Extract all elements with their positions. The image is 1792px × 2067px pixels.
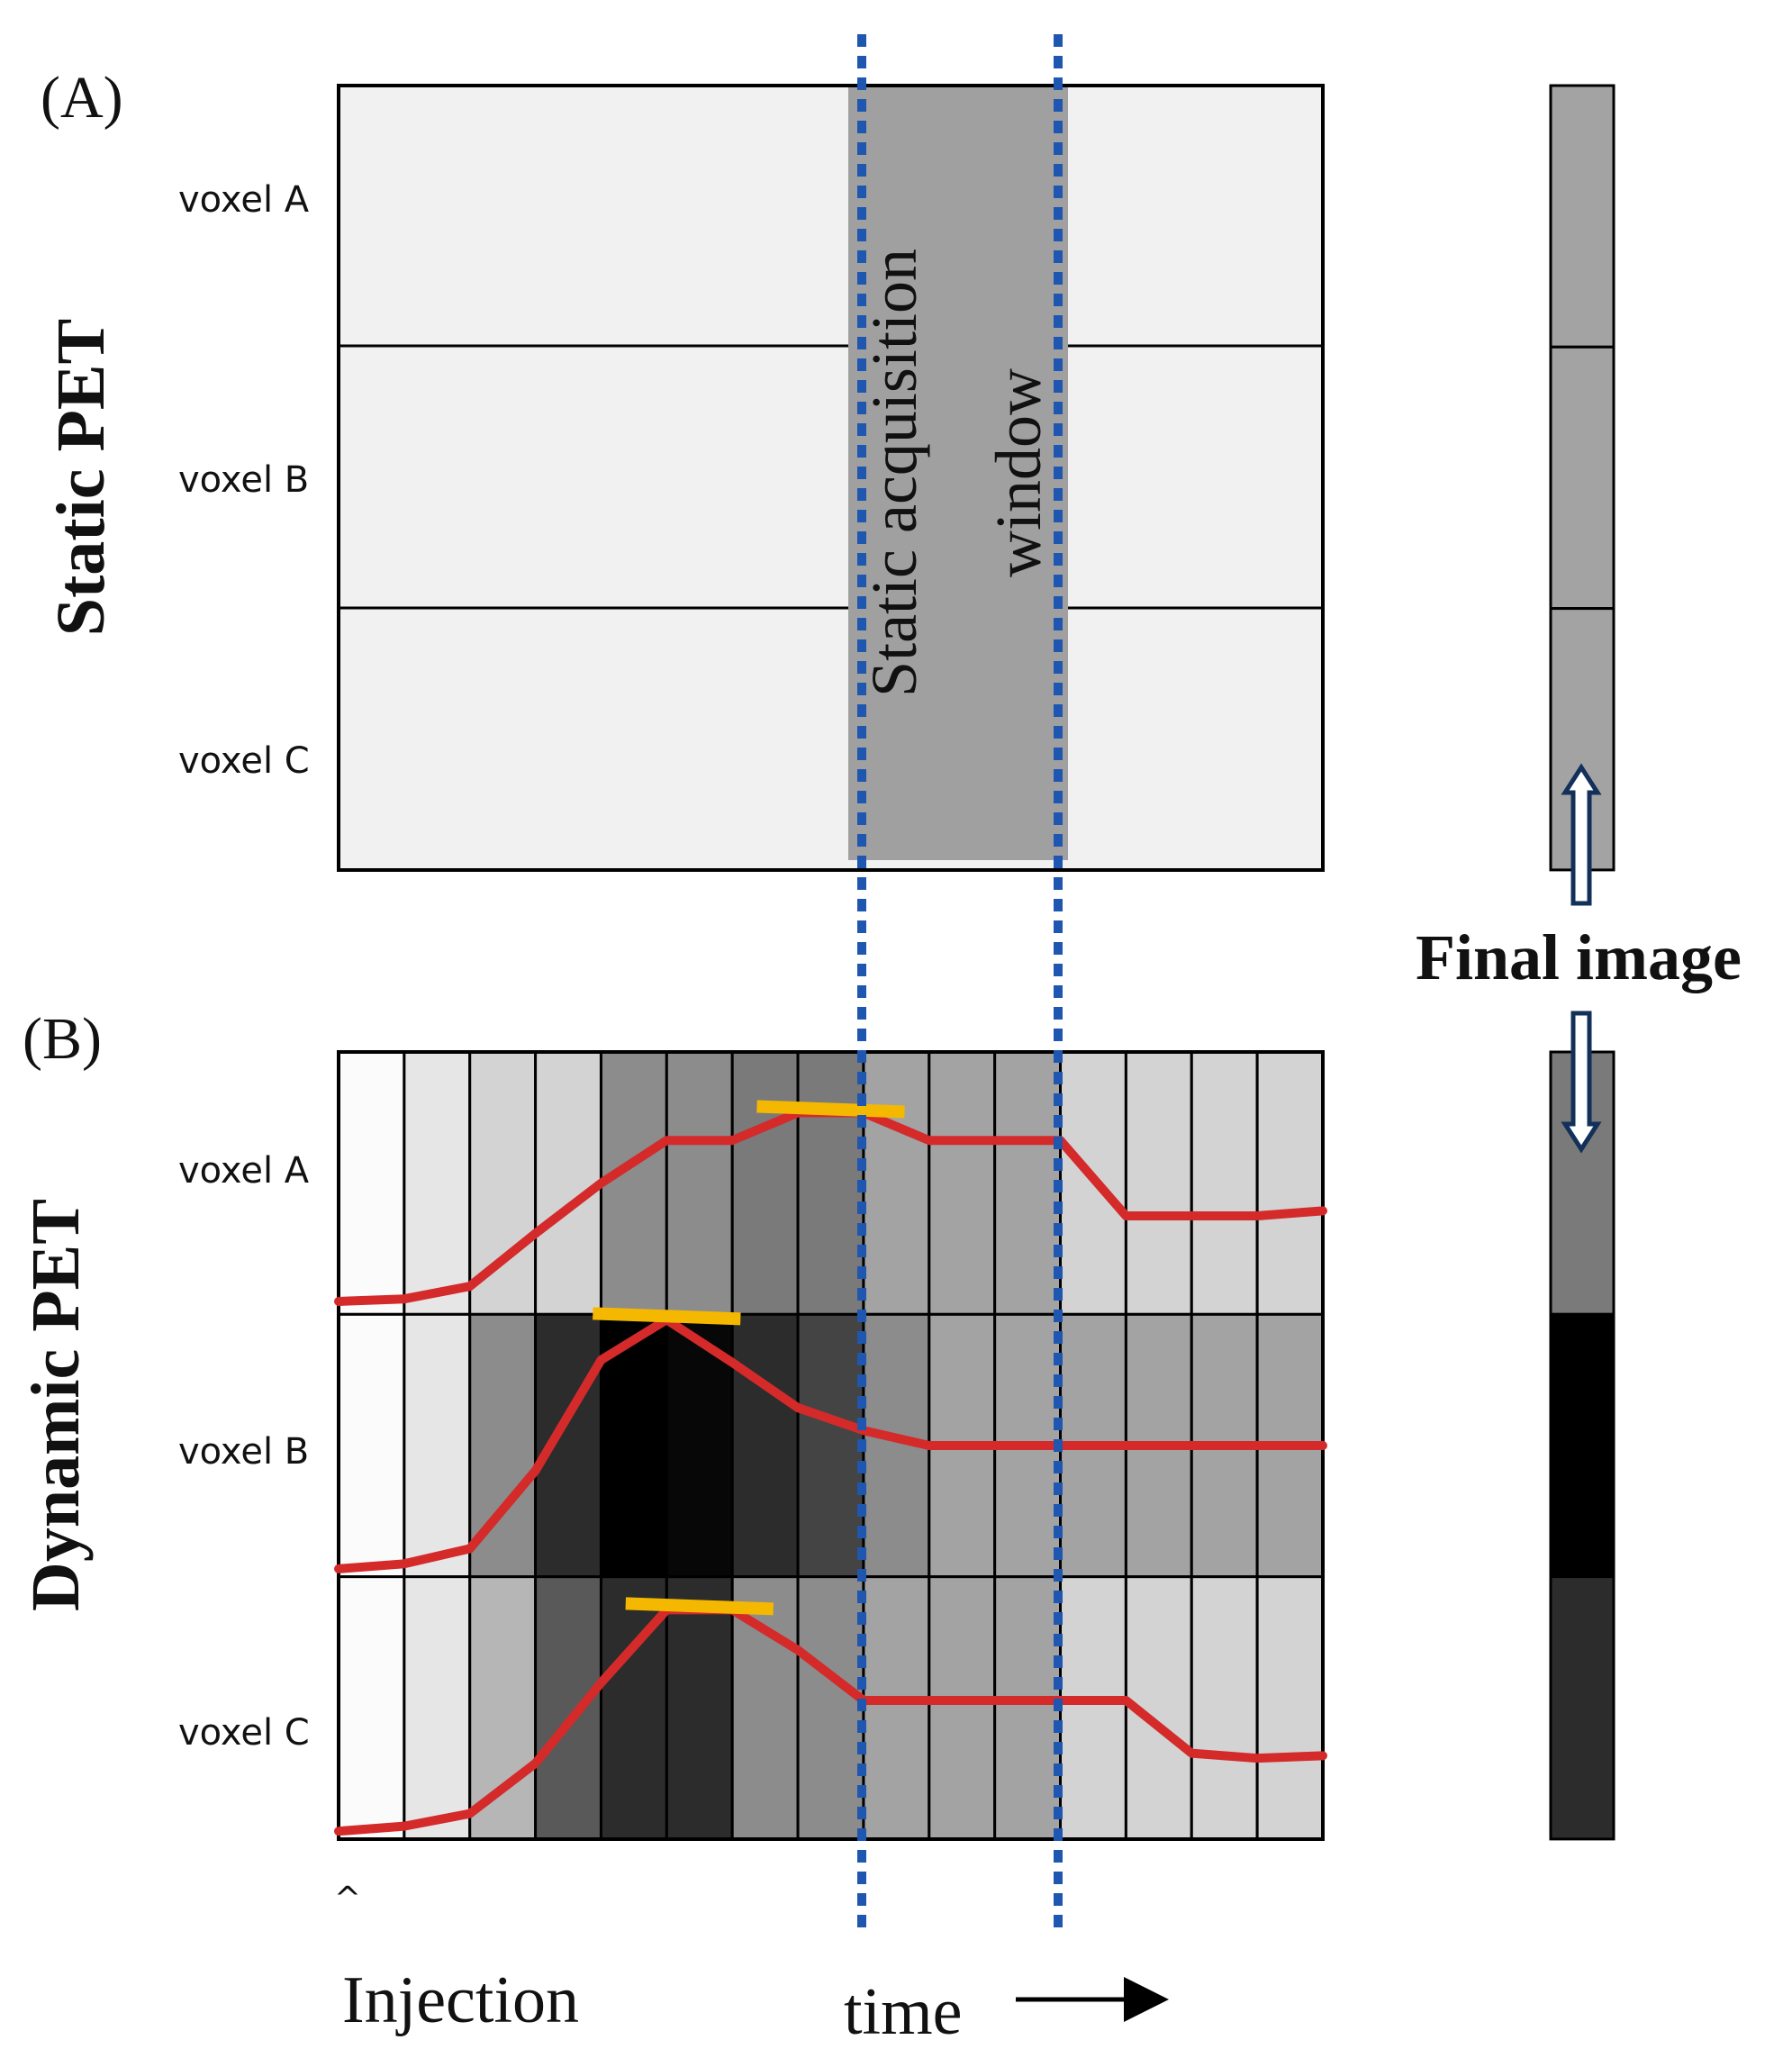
dynamic-final-cell (1549, 1575, 1616, 1841)
frame-cell (337, 1575, 406, 1841)
panel-a: (A) Static PET voxel A voxel B voxel C S… (41, 65, 1616, 872)
frame-cell (862, 1050, 931, 1316)
peak-marker (593, 1307, 741, 1326)
frame-cell (1255, 1575, 1325, 1841)
static-final-cell (1549, 84, 1616, 349)
frame-cell (993, 1575, 1063, 1841)
frame-cell (796, 1050, 865, 1316)
frame-cell (862, 1575, 931, 1841)
frame-cell (665, 1575, 734, 1841)
dynamic-voxel-b-label: voxel B (178, 1431, 309, 1473)
time-activity-curves (334, 1100, 1327, 1836)
time-label: time (844, 1975, 963, 2049)
panel-a-label: (A) (41, 65, 123, 131)
peak-marker (756, 1100, 905, 1119)
peak-marker (625, 1597, 774, 1616)
injection-caret: ^ (334, 1881, 361, 1917)
frame-cell (796, 1575, 865, 1841)
frame-cell (1255, 1050, 1325, 1316)
frame-cell (403, 1312, 472, 1579)
dynamic-voxel-c-label: voxel C (178, 1712, 310, 1754)
frame-cell (1190, 1050, 1259, 1316)
frame-cell (534, 1050, 602, 1316)
window-label-line1: Static acquisition (858, 249, 930, 697)
static-pet-grid-background (339, 86, 1323, 870)
frame-cell (337, 1312, 406, 1579)
frame-cell (599, 1050, 668, 1316)
static-final-image-column (1549, 84, 1616, 872)
injection-label: Injection (342, 1963, 579, 2037)
panel-b-label: (B) (23, 1006, 102, 1072)
window-label-line2: window (982, 368, 1054, 577)
static-voxel-a-label: voxel A (178, 179, 310, 221)
static-voxel-b-label: voxel B (178, 459, 309, 501)
frame-cell (534, 1575, 602, 1841)
dynamic-final-cell (1549, 1312, 1616, 1579)
down-arrow-icon (1561, 1011, 1602, 1154)
static-acquisition-window (848, 86, 1068, 860)
static-pet-title: Static PET (43, 319, 119, 637)
up-arrow-icon (1561, 763, 1602, 906)
frame-cell (928, 1050, 997, 1316)
frame-cell (337, 1050, 406, 1316)
dynamic-pet-title: Dynamic PET (18, 1199, 94, 1611)
frame-cell (796, 1312, 865, 1579)
panel-b: (B) Dynamic PET voxel A voxel B voxel C (18, 1006, 1616, 1841)
final-image-label: Final image (1416, 921, 1742, 993)
dynamic-final-image-column (1549, 1050, 1616, 1841)
time-activity-curve (334, 1605, 1327, 1836)
static-voxel-c-label: voxel C (178, 740, 310, 782)
frame-cell (403, 1575, 472, 1841)
frame-cell (730, 1050, 800, 1316)
static-final-cell (1549, 345, 1616, 611)
frame-cell (403, 1050, 472, 1316)
static-pet-grid-border (337, 84, 1325, 872)
dynamic-voxel-a-label: voxel A (178, 1150, 310, 1192)
frame-cell (1059, 1575, 1127, 1841)
frame-cell (665, 1050, 734, 1316)
time-axis: ^ Injection time (334, 1881, 1169, 2049)
frame-cell (1190, 1575, 1259, 1841)
frame-cell (1124, 1050, 1193, 1316)
frame-cell (468, 1575, 538, 1841)
frame-cell (993, 1050, 1063, 1316)
time-activity-curve (334, 1315, 1327, 1573)
frame-cell (730, 1312, 800, 1579)
frame-cell (928, 1575, 997, 1841)
final-image-callout: Final image (1416, 763, 1742, 1154)
